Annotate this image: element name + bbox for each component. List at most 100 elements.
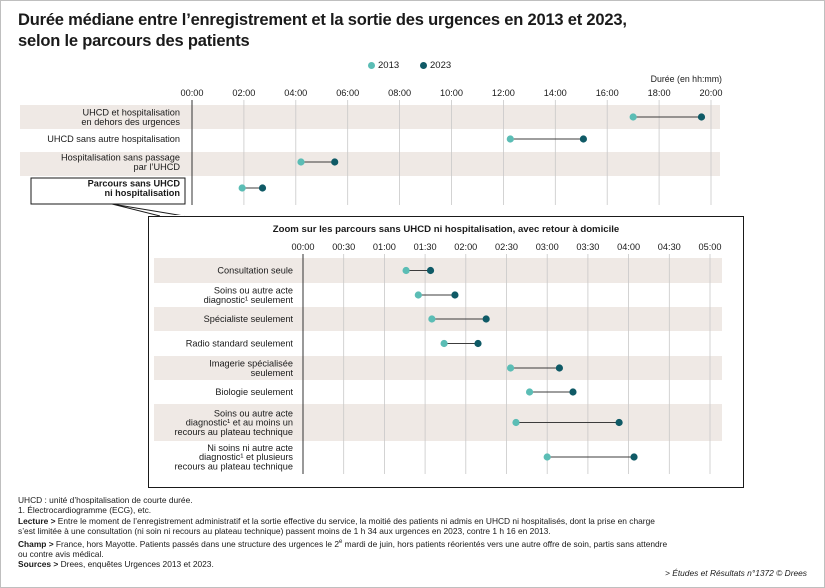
category-label-3-0: Parcours sans UHCD [88, 178, 181, 188]
zoom-category-label-6-0: Soins ou autre acte [214, 408, 293, 418]
zoom-category-label-7-1: diagnostic¹ et plusieurs [199, 452, 293, 462]
point-2013-2 [297, 158, 305, 166]
zoom-point-2013-0 [402, 266, 410, 275]
zoom-tick-label-7: 03:30 [576, 242, 599, 252]
zoom-point-2023-3 [474, 339, 482, 348]
chart-title-line-2: selon le parcours des patients [18, 32, 250, 50]
tick-label-5: 10:00 [440, 88, 463, 98]
note-champ-text-1a: France, hors Mayotte. Patients passés da… [53, 538, 339, 549]
credit: > Études et Résultats n°1372 © Drees [665, 568, 807, 578]
zoom-point-2013-2 [428, 315, 436, 323]
zoom-point-2023-4 [555, 364, 564, 372]
point-2023-0 [697, 113, 706, 121]
note-lecture-line-1: Lecture > Entre le moment de l’enregistr… [18, 516, 818, 526]
legend-label-2013: 2013 [378, 60, 400, 71]
zoom-category-label-0-0: Consultation seule [217, 266, 293, 276]
legend-item-2023: 2023 [420, 60, 451, 72]
zoom-category-label-1-0: Soins ou autre acte [214, 286, 293, 296]
category-label-0-0: UHCD et hospitalisation [82, 107, 180, 117]
legend-dot-2013 [368, 62, 375, 69]
legend: 2013 2023 [0, 60, 825, 74]
point-2023-3 [258, 184, 267, 192]
zoom-point-2023-5 [569, 388, 577, 396]
row-band-2 [20, 152, 720, 176]
zoom-point-2013-1 [414, 291, 422, 299]
category-label-2-0: Hospitalisation sans passage [61, 152, 180, 162]
category-label-1-0: UHCD sans autre hospitalisation [47, 134, 180, 144]
tick-label-4: 08:00 [388, 88, 411, 98]
zoom-point-2013-4 [506, 364, 515, 372]
zoom-row-band-4 [154, 356, 722, 380]
category-label-3-1: ni hospitalisation [104, 188, 180, 198]
zoom-point-2023-2 [482, 315, 490, 323]
zoom-tick-label-4: 02:00 [454, 242, 477, 252]
chart-title-line-1: Durée médiane entre l’enregistrement et … [18, 11, 627, 29]
note-champ-label: Champ > [18, 538, 54, 549]
zoom-tick-label-1: 00:30 [332, 242, 355, 252]
zoom-category-label-6-2: recours au plateau technique [175, 427, 294, 437]
tick-label-6: 12:00 [492, 88, 515, 98]
main-chart: 00:00 02:00 04:00 06:00 08:00 10:00 12:00 14:00… [20, 74, 723, 216]
zoom-tick-label-6: 03:00 [536, 242, 559, 252]
tick-label-3: 06:00 [336, 88, 359, 98]
zoom-point-2013-3 [440, 339, 448, 348]
zoom-category-label-7-0: Ni soins ni autre acte [207, 443, 293, 453]
note-footnote-1: 1. Électrocardiogramme (ECG), etc. [18, 505, 152, 516]
chart-title: Durée médiane entre l’enregistrement et … [18, 10, 808, 52]
note-champ-line-1: Champ > France, hors Mayotte. Patients p… [18, 537, 818, 549]
zoom-tick-label-5: 02:30 [495, 242, 518, 252]
point-2013-3 [238, 184, 246, 192]
note-uhcd: UHCD : unité d’hospitalisation de courte… [18, 495, 193, 505]
zoom-point-2023-6 [615, 418, 623, 427]
zoom-category-label-1-1: diagnostic¹ seulement [204, 295, 294, 305]
highlight-box [30, 177, 186, 205]
note-sources-text: Drees, enquêtes Urgences 2013 et 2023. [58, 559, 214, 570]
note-champ-text-1b: mardi de juin, hors patients réorientés … [342, 538, 668, 549]
point-2013-1 [506, 135, 514, 143]
note-sources-label: Sources > [18, 559, 59, 570]
tick-label-8: 16:00 [596, 88, 619, 98]
zoom-point-2013-5 [525, 388, 534, 396]
zoom-category-label-4-0: Imagerie spécialisée [209, 359, 293, 369]
zoom-category-label-6-1: diagnostic¹ et au moins un [186, 418, 293, 428]
row-band-0 [20, 105, 720, 129]
zoom-tick-label-8: 04:00 [617, 242, 640, 252]
legend-dot-2023 [420, 62, 427, 69]
tick-label-2: 04:00 [284, 88, 307, 98]
zoom-tick-label-3: 01:30 [414, 242, 437, 252]
zoom-title: Zoom sur les parcours sans UHCD ni hospi… [273, 224, 620, 235]
note-champ-text-2: ou contre avis médical. [18, 548, 104, 559]
note-lecture-text-1: Entre le moment de l’enregistrement admi… [55, 515, 655, 526]
category-label-0-1: en dehors des urgences [81, 117, 180, 127]
zoom-row-band-0 [154, 258, 722, 283]
tick-label-1: 02:00 [232, 88, 255, 98]
zoom-tick-label-2: 01:00 [373, 242, 396, 252]
zoom-category-label-4-1: seulement [251, 368, 294, 378]
zoom-point-2013-6 [512, 418, 520, 427]
tick-label-7: 14:00 [544, 88, 567, 98]
zoom-row-band-6 [154, 404, 722, 441]
x-axis-label: Durée (en hh:mm) [651, 74, 722, 84]
zoom-tick-label-9: 04:30 [658, 242, 681, 252]
zoom-tick-label-10: 05:00 [699, 242, 722, 252]
legend-item-2013: 2013 [368, 60, 399, 72]
zoom-point-2023-0 [426, 266, 435, 275]
notes: UHCD : unité d’hospitalisation de courte… [18, 495, 818, 570]
note-champ-sup: e [338, 538, 343, 545]
zoom-chart: Zoom sur les parcours sans UHCD ni hospi… [148, 216, 744, 488]
point-2023-1 [579, 135, 588, 143]
tick-label-9: 18:00 [648, 88, 671, 98]
note-lecture-text-2: s’est limitée à une consultation (ni soi… [18, 526, 551, 537]
zoom-category-label-3-0: Radio standard seulement [186, 339, 294, 349]
zoom-category-label-2-0: Spécialiste seulement [204, 314, 294, 324]
legend-label-2023: 2023 [430, 60, 452, 71]
zoom-point-2023-1 [451, 291, 459, 299]
zoom-point-2023-7 [630, 453, 638, 461]
tick-label-10: 20:00 [700, 88, 723, 98]
zoom-connector [111, 203, 185, 216]
zoom-category-label-7-2: recours au plateau technique [175, 462, 294, 472]
note-sources-line: Sources > Drees, enquêtes Urgences 2013 … [18, 559, 818, 569]
tick-label-0: 00:00 [181, 88, 204, 98]
point-2013-0 [629, 113, 637, 121]
point-2023-2 [331, 158, 339, 166]
